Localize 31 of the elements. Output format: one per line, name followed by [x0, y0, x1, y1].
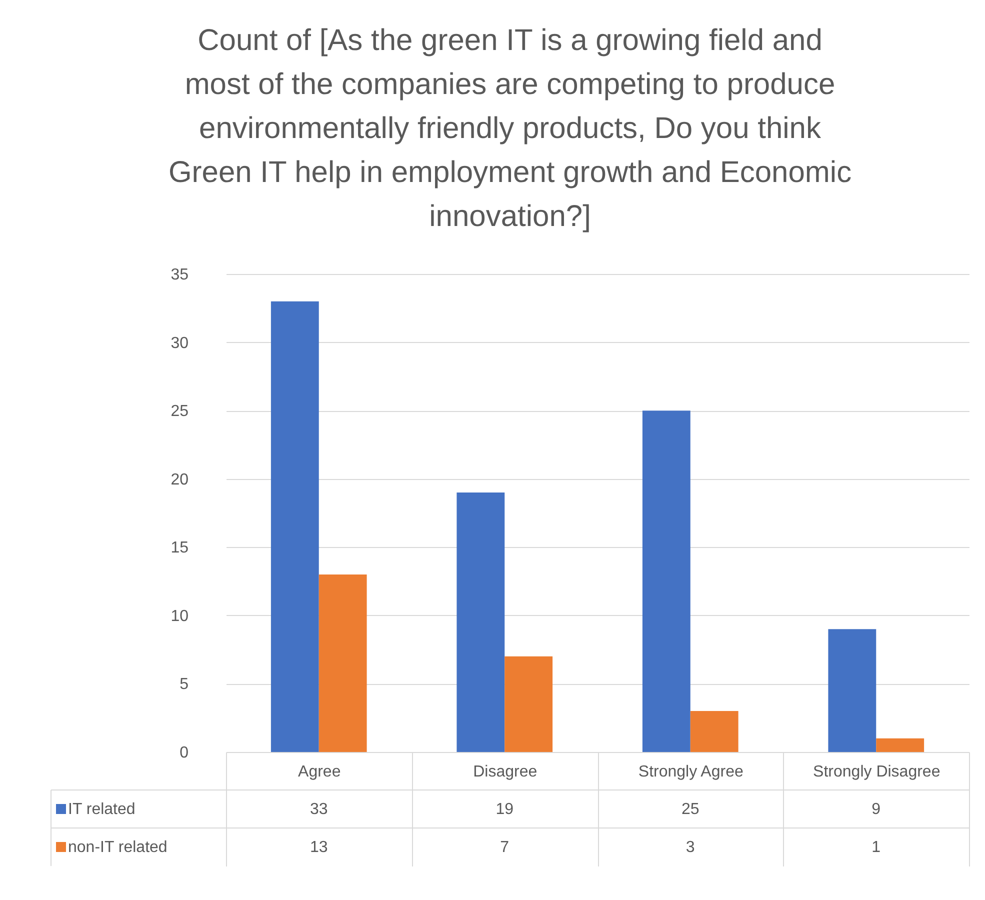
y-tick-label: 10: [170, 608, 189, 625]
y-tick-label: 15: [170, 540, 189, 557]
bar: [504, 656, 553, 752]
data-label: 3: [686, 839, 695, 856]
y-tick-label: 5: [180, 676, 189, 694]
y-tick-label: 25: [170, 403, 189, 420]
data-label: 1: [872, 839, 881, 856]
data-label: 33: [310, 801, 328, 818]
x-tick-label: Strongly Agree: [638, 764, 744, 780]
data-label: 19: [496, 801, 514, 818]
x-tick-label: Disagree: [473, 764, 538, 780]
legend-label: IT related: [68, 801, 136, 818]
y-tick-label: 35: [170, 266, 189, 284]
data-label: 13: [310, 839, 328, 856]
bar: [318, 574, 367, 752]
bar: [828, 629, 876, 752]
x-tick-label: Agree: [298, 764, 341, 780]
y-tick-label: 20: [170, 471, 189, 488]
bar: [690, 711, 738, 752]
y-tick-label: 30: [170, 334, 189, 352]
bar: [642, 410, 690, 752]
legend-label: non-IT related: [68, 839, 168, 856]
data-label: 25: [681, 801, 700, 818]
x-tick-label: Strongly Disagree: [813, 764, 940, 780]
bar: [270, 301, 319, 752]
y-tick-label: 0: [180, 744, 189, 762]
chart-title: Count of [As the green IT is a growing field and most of the companies are competing to produce environmentally friendly products, Do you think Green IT help in employment growth and Economic innovation?]: [168, 24, 852, 233]
bar: [456, 492, 505, 752]
data-label: 9: [872, 801, 881, 818]
bar: [876, 738, 924, 752]
data-label: 7: [500, 839, 510, 856]
